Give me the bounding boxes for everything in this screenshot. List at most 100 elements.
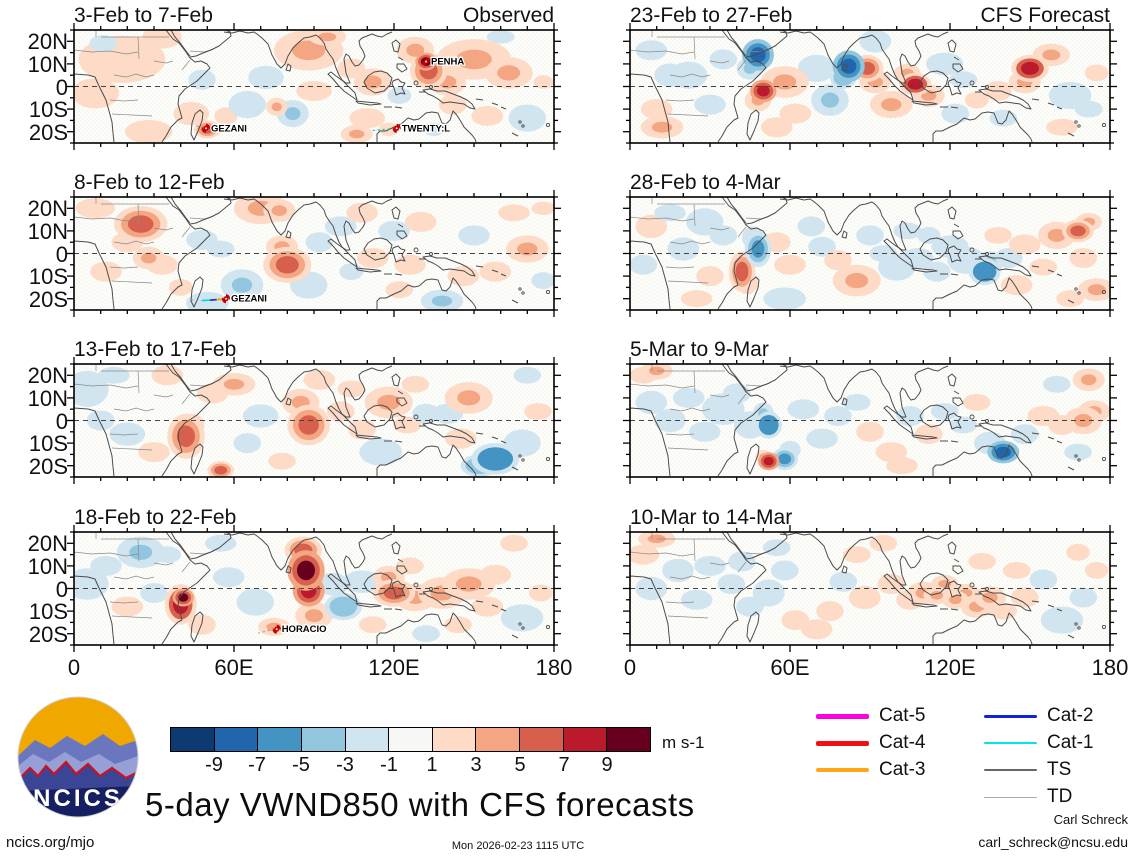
hurricane-icon (202, 123, 210, 133)
coastline (355, 100, 382, 106)
country-border (137, 36, 140, 60)
lat-axis-label: 10S (28, 97, 68, 122)
timestamp: Mon 2026-02-23 1115 UTC (451, 840, 585, 852)
country-border (153, 562, 174, 566)
panel-title: 3-Feb to 7-Feb Observed (74, 4, 554, 28)
country-border (74, 551, 139, 557)
country-border (709, 394, 730, 398)
country-border (137, 203, 140, 227)
colorbar-cell (214, 728, 259, 751)
map-panel (623, 357, 1117, 484)
coastline (932, 110, 1033, 143)
legend-item: Cat-5 (816, 705, 925, 726)
coastline (950, 106, 959, 109)
lat-axis-label: 20N (27, 196, 68, 221)
lat-axis-label: 10N (27, 219, 68, 244)
coastline (396, 397, 408, 407)
coastline (161, 532, 211, 645)
figure-title: 5-day VWND850 with CFS forecasts (145, 786, 695, 823)
coastline (190, 611, 204, 643)
coastline (376, 612, 477, 645)
lon-axis-label: 180 (535, 655, 573, 680)
ncics-logo: NCICS (17, 696, 139, 818)
storm-label: HORACIO (282, 624, 327, 635)
colorbar-tick-label: 1 (426, 754, 438, 776)
lon-axis-label: 60E (770, 655, 810, 680)
map-panel (623, 190, 1117, 317)
legend-line-swatch (816, 768, 869, 772)
coastline (746, 276, 760, 308)
coastline (952, 63, 964, 73)
colorbar-tick-label: -1 (380, 754, 398, 776)
country-border (109, 433, 139, 436)
panel-title: 5-Mar to 9-Mar (630, 338, 1110, 362)
colorbar-cell (476, 728, 521, 751)
coastline (394, 273, 403, 276)
coastline (422, 88, 476, 110)
coastline (911, 267, 938, 273)
lat-axis-label: 10N (27, 554, 68, 579)
lat-axis-label: 10S (28, 599, 68, 624)
hurricane-icon (222, 294, 230, 304)
coastline (952, 565, 964, 575)
coastline (74, 73, 115, 143)
coastline (911, 100, 938, 106)
legend-label: TD (1047, 786, 1073, 807)
coastline (630, 240, 671, 310)
coastline (883, 238, 914, 268)
coastline (190, 276, 204, 308)
coastline (919, 70, 949, 94)
storm-track (257, 628, 277, 634)
coastline (391, 541, 401, 555)
panel-date-range: 3-Feb to 7-Feb (74, 4, 213, 27)
coastline (327, 405, 358, 435)
coastline (841, 397, 848, 406)
colorbar-tick-label: -5 (292, 754, 310, 776)
coastline (397, 390, 404, 395)
country-border (113, 73, 155, 78)
coastline (947, 206, 957, 220)
coastline (630, 73, 671, 143)
country-border (181, 393, 191, 405)
coastline (726, 197, 747, 224)
country-border (737, 226, 747, 238)
map-panel (67, 357, 561, 484)
legend-item: Cat-3 (816, 759, 925, 780)
coastline (717, 30, 767, 143)
country-border (667, 447, 709, 451)
coastline (717, 532, 767, 645)
panel-title: 13-Feb to 17-Feb (74, 338, 554, 362)
lat-axis-label: 20S (28, 622, 68, 647)
coastline (170, 30, 191, 57)
site-link[interactable]: ncics.org/mjo (6, 834, 95, 851)
coastline (397, 56, 404, 61)
storm-track (372, 127, 397, 132)
legend-label: Cat-2 (1047, 705, 1094, 726)
panel-column-heading: Observed (462, 4, 554, 27)
country-border (630, 551, 695, 557)
coastline (376, 110, 477, 143)
colorbar-tick-label: -9 (205, 754, 223, 776)
coastline (475, 98, 484, 101)
coastline (170, 532, 191, 559)
coastline (500, 440, 507, 444)
coastline (223, 197, 393, 251)
coastline (190, 443, 204, 475)
coastline (947, 541, 957, 555)
country-border (74, 49, 139, 55)
legend-item: Cat-4 (816, 732, 925, 753)
colorbar-cell (520, 728, 564, 751)
panel-column-heading: CFS Forecast (980, 4, 1110, 27)
colorbar-tick-label: 3 (470, 754, 482, 776)
coastline (74, 575, 115, 645)
legend-item: TD (984, 786, 1073, 807)
lat-axis-label: 10S (28, 264, 68, 289)
storm-label: GEZANI (231, 294, 267, 305)
coastline (189, 364, 232, 392)
coastline (511, 466, 519, 471)
credit-email[interactable]: carl_schreck@ncsu.edu (978, 834, 1128, 850)
coastline (223, 364, 393, 418)
coastline (630, 575, 671, 645)
country-border (669, 407, 711, 412)
country-border (109, 266, 139, 269)
